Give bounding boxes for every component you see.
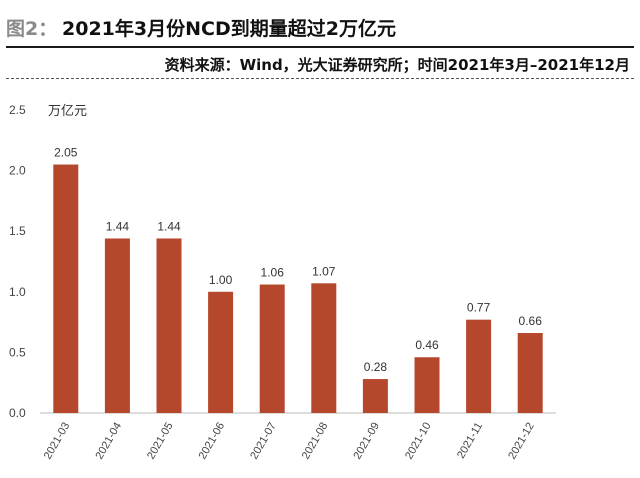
y-tick-label: 1.0 — [9, 285, 26, 299]
bar-2021-10 — [414, 357, 440, 413]
bar-2021-11 — [466, 319, 492, 413]
y-tick-label: 2.0 — [9, 164, 26, 178]
x-tick-label-2021-11: 2021-11 — [455, 420, 485, 460]
x-tick-label-2021-08: 2021-08 — [300, 421, 331, 462]
x-tick-label-2021-04: 2021-04 — [93, 421, 124, 462]
y-tick-label: 0.0 — [9, 406, 26, 420]
source-divider — [6, 78, 634, 79]
title-bar: 图2： 2021年3月份NCD到期量超过2万亿元 — [0, 0, 640, 46]
x-tick-label-2021-07: 2021-07 — [248, 421, 279, 462]
x-tick-labels-group: 2021-03 2021-04 2021-05 2021-06 2021-07 2021-… — [42, 420, 537, 461]
x-tick-label-2021-06: 2021-06 — [197, 421, 228, 462]
bar-2021-06 — [208, 291, 234, 413]
title-divider — [6, 46, 634, 48]
value-labels-group: 2.05 1.44 1.44 1.00 1.06 1.07 0.28 0.46 0.77 0.66 — [54, 146, 542, 375]
x-tick-label-2021-10: 2021-10 — [403, 421, 434, 462]
bars-group — [53, 164, 543, 413]
value-label-2021-10: 0.46 — [415, 338, 439, 352]
value-label-2021-05: 1.44 — [157, 219, 181, 233]
bar-2021-09 — [362, 379, 388, 413]
bar-2021-04 — [104, 238, 130, 413]
value-label-2021-07: 1.06 — [261, 266, 285, 280]
value-label-2021-09: 0.28 — [364, 360, 388, 374]
value-label-2021-03: 2.05 — [54, 146, 78, 160]
figure-title: 2021年3月份NCD到期量超过2万亿元 — [62, 18, 396, 40]
x-tick-label-2021-03: 2021-03 — [42, 421, 73, 462]
y-tick-label: 2.5 — [9, 103, 26, 117]
figure-prefix: 图2： — [6, 18, 58, 40]
value-label-2021-06: 1.00 — [209, 273, 233, 287]
value-label-2021-04: 1.44 — [106, 219, 130, 233]
y-tick-label: 1.5 — [9, 224, 26, 238]
bar-chart: 0.0 0.5 1.0 1.5 2.0 2.5 万亿元 2.05 1.44 1.44 1.00 1… — [9, 103, 556, 461]
x-tick-label-2021-12: 2021-12 — [506, 421, 537, 462]
x-tick-label-2021-05: 2021-05 — [145, 421, 176, 462]
value-label-2021-08: 1.07 — [312, 264, 336, 278]
bar-2021-05 — [156, 238, 182, 413]
value-label-2021-12: 0.66 — [519, 314, 543, 328]
bar-2021-03 — [53, 164, 79, 413]
source-note: 资料来源：Wind，光大证券研究所；时间2021年3月–2021年12月 — [164, 56, 630, 74]
x-tick-label-2021-09: 2021-09 — [351, 421, 382, 462]
value-label-2021-11: 0.77 — [467, 301, 491, 315]
bar-2021-08 — [311, 283, 337, 413]
y-axis: 0.0 0.5 1.0 1.5 2.0 2.5 — [9, 103, 26, 420]
bar-2021-07 — [259, 284, 285, 413]
bar-2021-12 — [517, 333, 543, 413]
unit-label: 万亿元 — [48, 104, 87, 119]
y-tick-label: 0.5 — [9, 345, 26, 359]
